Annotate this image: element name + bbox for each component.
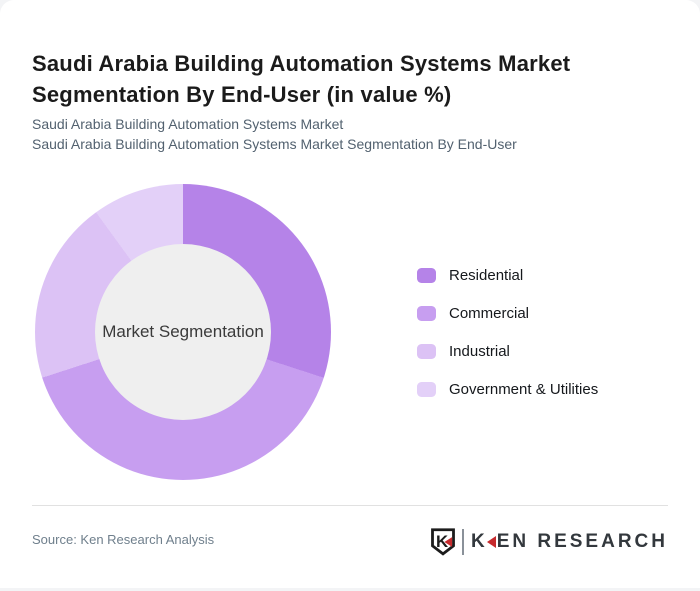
footer-divider: [32, 505, 668, 506]
donut-center-label: Market Segmentation: [102, 322, 264, 341]
legend-label: Government & Utilities: [449, 381, 599, 398]
donut-hole: Market Segmentation: [95, 244, 271, 420]
legend-label: Industrial: [449, 343, 510, 360]
subtitle-line-1: Saudi Arabia Building Automation Systems…: [32, 116, 344, 132]
logo-shield-icon: K: [431, 528, 455, 556]
logo-text-triangle-icon: [486, 536, 496, 548]
legend-item: Industrial: [417, 343, 598, 360]
page-title: Saudi Arabia Building Automation Systems…: [32, 50, 571, 107]
legend-item: Commercial: [417, 305, 598, 322]
subtitle: Saudi Arabia Building Automation Systems…: [32, 115, 517, 154]
legend-swatch: [417, 268, 436, 283]
donut-chart: Market Segmentation: [35, 184, 331, 480]
legend-swatch: [417, 382, 436, 397]
logo-brand-rest: EN RESEARCH: [496, 531, 668, 552]
ken-research-logo: K K EN RESEARCH: [430, 528, 668, 556]
legend-label: Residential: [449, 267, 524, 284]
legend-item: Residential: [417, 267, 598, 284]
logo-badge-triangle: [444, 537, 453, 547]
logo-brand-text: K EN RESEARCH: [471, 531, 668, 553]
legend-swatch: [417, 344, 436, 359]
logo-separator: [461, 529, 464, 555]
svg-text:K: K: [436, 532, 448, 551]
logo-brand-k: K: [470, 531, 488, 552]
legend-item: Government & Utilities: [417, 381, 598, 398]
source-text: Source: Ken Research Analysis: [32, 532, 215, 547]
legend-label: Commercial: [449, 305, 530, 322]
subtitle-line-2: Saudi Arabia Building Automation Systems…: [32, 135, 517, 152]
legend-swatch: [417, 306, 436, 321]
legend: Residential Commercial Industrial Governmen…: [417, 267, 598, 419]
